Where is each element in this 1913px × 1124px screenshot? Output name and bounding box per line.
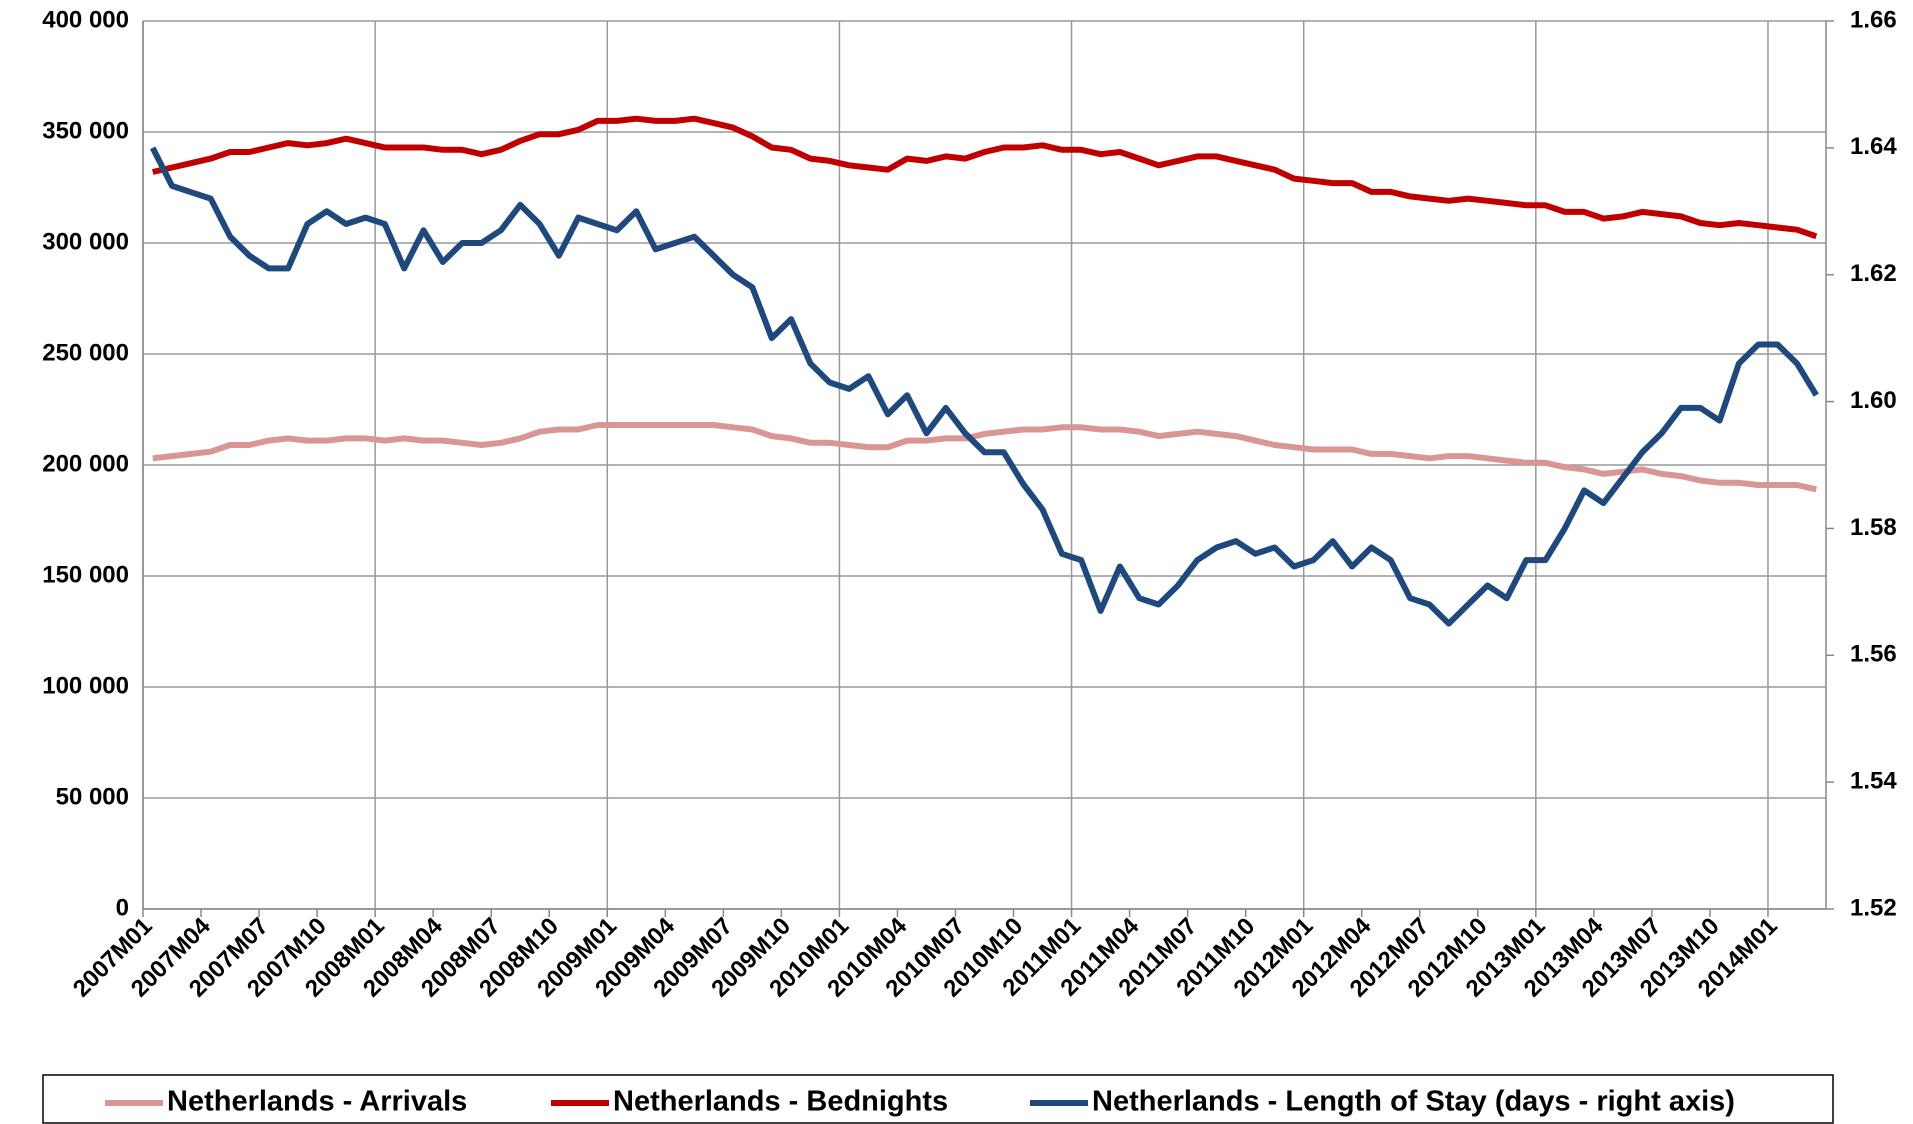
- y-tick-label: 150 000: [42, 561, 129, 588]
- series-line: [150, 146, 1819, 627]
- y2-tick-label: 1.58: [1850, 514, 1897, 541]
- y-tick-label: 300 000: [42, 228, 129, 255]
- y2-tick-label: 1.60: [1850, 387, 1897, 414]
- legend-box: [42, 1074, 1834, 1124]
- legend-label: Netherlands - Length of Stay (days - rig…: [1092, 1086, 1735, 1118]
- series-line: [152, 422, 1817, 493]
- y-tick-label: 200 000: [42, 450, 129, 477]
- y-tick-label: 350 000: [42, 117, 129, 144]
- y-tick-label: 250 000: [42, 339, 129, 366]
- y2-tick-label: 1.52: [1850, 894, 1897, 921]
- y-tick-label: 50 000: [56, 783, 129, 810]
- y-tick-label: 100 000: [42, 672, 129, 699]
- y2-tick-label: 1.62: [1850, 260, 1897, 287]
- legend-label: Netherlands - Bednights: [613, 1086, 948, 1118]
- y2-tick-label: 1.64: [1850, 133, 1897, 160]
- series-line: [152, 115, 1818, 240]
- legend-label: Netherlands - Arrivals: [167, 1086, 467, 1118]
- y2-tick-label: 1.56: [1850, 641, 1897, 668]
- y2-tick-label: 1.54: [1850, 767, 1897, 794]
- y2-tick-label: 1.66: [1850, 6, 1897, 33]
- y-tick-label: 0: [116, 894, 129, 921]
- y-tick-label: 400 000: [42, 6, 129, 33]
